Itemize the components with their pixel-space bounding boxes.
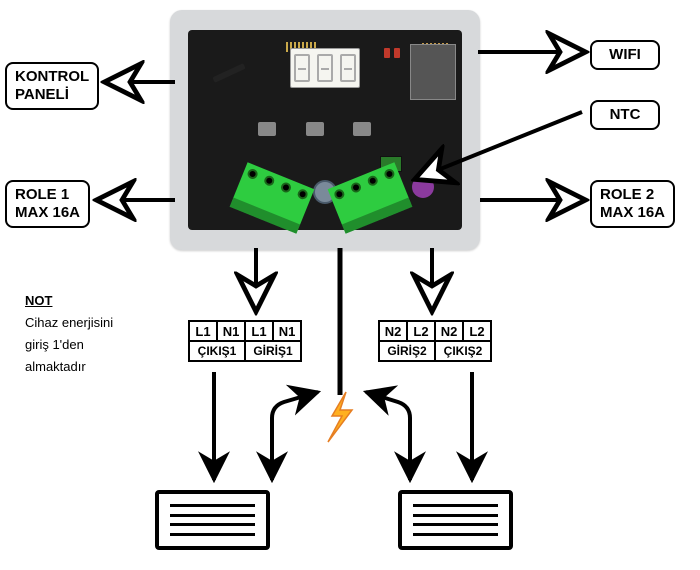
wifi-antenna-trace	[422, 36, 452, 42]
terminal-label: ÇIKIŞ2	[434, 340, 492, 362]
terminal-label: GİRİŞ1	[244, 340, 302, 362]
label-text: ROLE 1MAX 16A	[15, 186, 80, 221]
label-role1: ROLE 1MAX 16A	[5, 180, 90, 228]
pcb-board	[188, 30, 462, 230]
terminal-pin: N1	[216, 320, 246, 342]
terminal-pin: L2	[462, 320, 492, 342]
button-2	[306, 122, 324, 136]
button-3	[353, 122, 371, 136]
label-role2: ROLE 2MAX 16A	[590, 180, 675, 228]
terminal-pin: N2	[434, 320, 464, 342]
terminal-group-2: N2 L2 N2 L2 GİRİŞ2 ÇIKIŞ2	[378, 320, 492, 362]
status-led-1	[384, 48, 390, 58]
heater-2	[398, 490, 513, 550]
terminal-pin: L2	[406, 320, 436, 342]
terminal-group-1: L1 N1 L1 N1 ÇIKIŞ1 GİRİŞ1	[188, 320, 302, 362]
note-block: NOT Cihaz enerjisini giriş 1'den almakta…	[25, 290, 113, 378]
terminal-pin: N2	[378, 320, 408, 342]
device-enclosure	[170, 10, 480, 250]
label-text: KONTROLPANELİ	[15, 68, 89, 103]
wifi-module	[410, 44, 456, 100]
lightning-icon	[328, 392, 352, 442]
note-line: almaktadır	[25, 356, 113, 378]
label-text: NTC	[610, 106, 641, 123]
terminal-pin: L1	[188, 320, 218, 342]
note-line: Cihaz enerjisini	[25, 312, 113, 334]
terminal-label: GİRİŞ2	[378, 340, 436, 362]
label-text: WIFI	[609, 46, 641, 63]
status-led-2	[394, 48, 400, 58]
terminal-block-right	[328, 162, 413, 233]
label-ntc: NTC	[590, 100, 660, 130]
note-title: NOT	[25, 290, 113, 312]
label-wifi: WIFI	[590, 40, 660, 70]
terminal-label: ÇIKIŞ1	[188, 340, 246, 362]
label-text: ROLE 2MAX 16A	[600, 186, 665, 221]
button-1	[258, 122, 276, 136]
seven-segment-display	[290, 48, 360, 88]
label-kontrol-paneli: KONTROLPANELİ	[5, 62, 99, 110]
note-line: giriş 1'den	[25, 334, 113, 356]
terminal-block-left	[230, 162, 315, 233]
antenna	[212, 63, 245, 83]
purple-button	[412, 176, 434, 198]
heater-1	[155, 490, 270, 550]
terminal-pin: L1	[244, 320, 274, 342]
terminal-pin: N1	[272, 320, 302, 342]
